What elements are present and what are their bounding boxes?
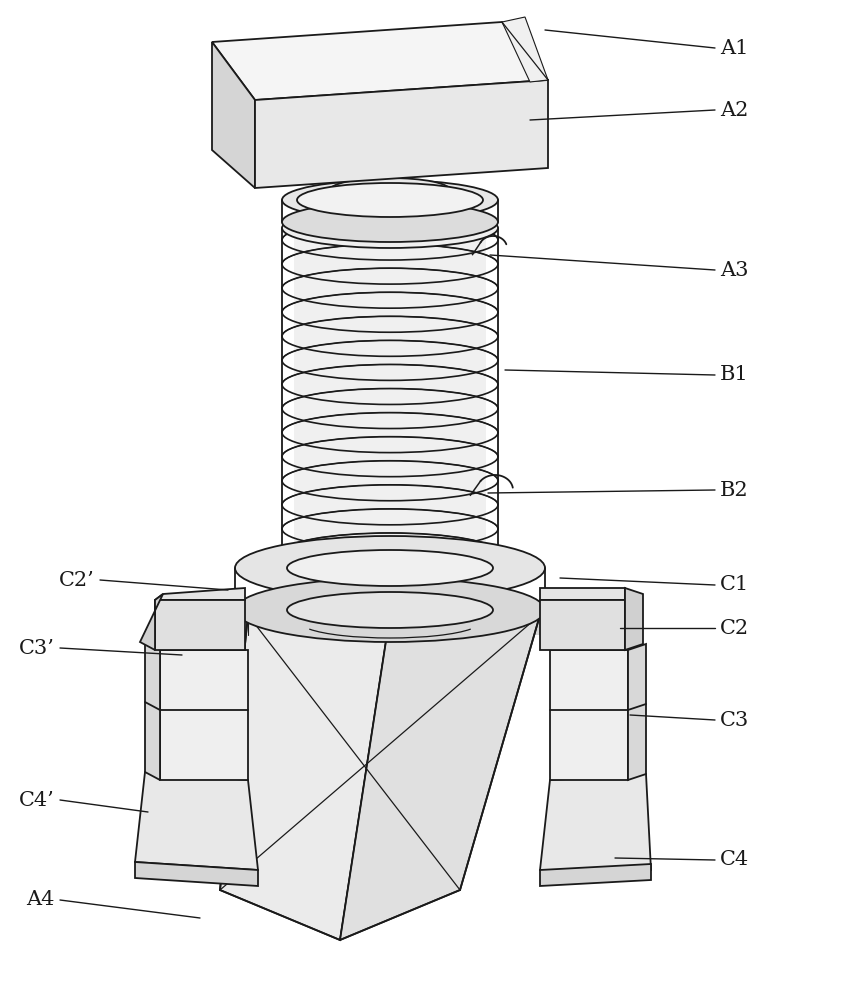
Text: C4: C4 [719, 850, 748, 869]
Polygon shape [339, 615, 539, 940]
Text: B1: B1 [719, 365, 748, 384]
Text: C3: C3 [719, 710, 748, 729]
Polygon shape [539, 774, 650, 870]
Ellipse shape [235, 578, 544, 642]
Polygon shape [330, 190, 449, 200]
Ellipse shape [297, 183, 482, 217]
Polygon shape [160, 650, 248, 780]
Polygon shape [624, 588, 642, 650]
Ellipse shape [282, 208, 498, 248]
Text: C1: C1 [719, 576, 748, 594]
Polygon shape [539, 600, 624, 650]
Ellipse shape [282, 180, 498, 220]
Polygon shape [155, 588, 245, 600]
Polygon shape [145, 642, 160, 780]
Polygon shape [220, 615, 389, 940]
Text: A2: A2 [719, 101, 747, 120]
Polygon shape [628, 644, 645, 780]
Text: A4: A4 [27, 890, 55, 910]
Text: B2: B2 [719, 481, 747, 499]
Polygon shape [135, 772, 257, 870]
Polygon shape [155, 600, 245, 650]
Text: A1: A1 [719, 39, 747, 58]
Polygon shape [212, 42, 255, 188]
Polygon shape [248, 615, 539, 635]
Ellipse shape [330, 188, 449, 212]
Text: C2’: C2’ [59, 570, 95, 589]
Text: A3: A3 [719, 260, 747, 279]
Ellipse shape [235, 536, 544, 600]
Ellipse shape [330, 178, 449, 202]
Text: C2: C2 [719, 618, 748, 638]
Ellipse shape [287, 592, 492, 628]
Polygon shape [501, 17, 548, 82]
Polygon shape [294, 228, 486, 565]
Text: C4’: C4’ [19, 790, 55, 809]
Polygon shape [255, 80, 548, 188]
Polygon shape [212, 22, 548, 100]
Polygon shape [539, 588, 624, 600]
Polygon shape [135, 862, 257, 886]
Ellipse shape [282, 202, 498, 242]
Text: C3’: C3’ [19, 638, 55, 658]
Ellipse shape [287, 550, 492, 586]
Polygon shape [549, 650, 628, 780]
Polygon shape [139, 594, 163, 650]
Polygon shape [539, 864, 650, 886]
